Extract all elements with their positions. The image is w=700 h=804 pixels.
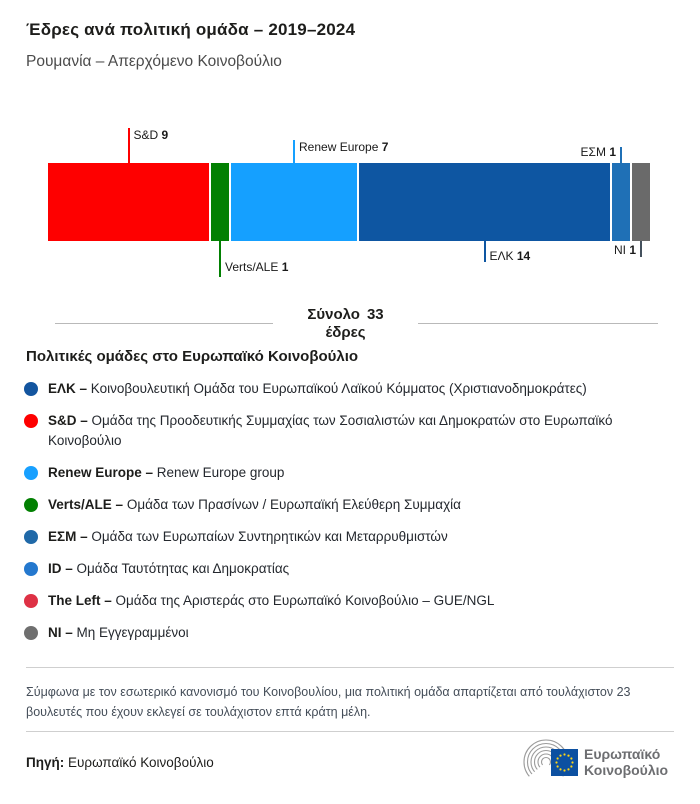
callout-line-epp	[483, 241, 486, 262]
callout-label-ecr: ΕΣΜ 1	[581, 145, 616, 159]
bar-segment-ecr[interactable]	[612, 163, 631, 241]
page-subtitle: Ρουμανία – Απερχόμενο Κοινοβούλιο	[26, 53, 282, 70]
legend-text: Verts/ALE – Ομάδα των Πρασίνων / Ευρωπαϊ…	[48, 495, 461, 515]
callout-label-verts-ale: Verts/ALE 1	[225, 260, 288, 274]
legend-dot-ecr	[24, 530, 38, 544]
legend-item-left: The Left – Ομάδα της Αριστεράς στο Ευρωπ…	[24, 591, 674, 611]
segment-seats: 1	[629, 243, 636, 257]
legend-heading: Πολιτικές ομάδες στο Ευρωπαϊκό Κοινοβούλ…	[26, 348, 359, 365]
legend-item-epp: ΕΛΚ – Κοινοβουλευτική Ομάδα του Ευρωπαϊκ…	[24, 379, 674, 399]
divider	[26, 731, 674, 732]
segment-seats: 14	[516, 249, 531, 263]
source-line: Πηγή: Ευρωπαϊκό Κοινοβούλιο	[26, 755, 214, 770]
total-row: Σύνολο 33 έδρες	[55, 306, 658, 342]
legend-description: Ομάδα της Αριστεράς στο Ευρωπαϊκό Κοινοβ…	[115, 593, 495, 608]
legend-description: Renew Europe group	[156, 465, 285, 480]
eu-flag-icon	[551, 749, 578, 776]
total-unit: έδρες	[325, 324, 366, 341]
callout-line-renew	[293, 140, 295, 163]
logo-text-line2: Κοινοβούλιο	[584, 762, 668, 778]
footer: Πηγή: Ευρωπαϊκό Κοινοβούλιο	[26, 738, 674, 786]
callout-label-renew: Renew Europe 7	[299, 140, 388, 154]
legend-item-ecr: ΕΣΜ – Ομάδα των Ευρωπαίων Συντηρητικών κ…	[24, 527, 674, 547]
legend-dot-sd	[24, 414, 38, 428]
bar-segment-sd[interactable]	[48, 163, 210, 241]
segment-name: S&D	[133, 128, 159, 142]
page-title: Έδρες ανά πολιτική ομάδα – 2019–2024	[26, 20, 356, 39]
legend-label: The Left –	[48, 593, 112, 608]
legend-label: ΕΛΚ –	[48, 381, 88, 396]
legend-item-renew: Renew Europe – Renew Europe group	[24, 463, 674, 483]
segment-name: ΕΣΜ	[580, 145, 606, 159]
legend-description: Μη Εγγεγραμμένοι	[76, 625, 189, 640]
footnote: Σύμφωνα με τον εσωτερικό κανονισμό του Κ…	[26, 685, 631, 719]
legend-text: ΕΛΚ – Κοινοβουλευτική Ομάδα του Ευρωπαϊκ…	[48, 379, 587, 399]
callout-line-sd	[127, 128, 130, 163]
legend-label: Verts/ALE –	[48, 497, 124, 512]
legend-text: The Left – Ομάδα της Αριστεράς στο Ευρωπ…	[48, 591, 494, 611]
legend-item-ni: NI – Μη Εγγεγραμμένοι	[24, 623, 674, 643]
stacked-bar	[48, 163, 650, 241]
legend-description: Ομάδα Ταυτότητας και Δημοκρατίας	[76, 561, 290, 576]
legend-dot-id	[24, 562, 38, 576]
legend-dot-ni	[24, 626, 38, 640]
european-parliament-logo: Ευρωπαϊκό Κοινοβούλιο	[518, 738, 674, 786]
bar-segment-renew[interactable]	[231, 163, 357, 241]
divider	[26, 667, 674, 668]
segment-seats: 9	[161, 128, 169, 142]
callout-label-ni: NI 1	[614, 243, 636, 257]
legend-dot-left	[24, 594, 38, 608]
legend-text: NI – Μη Εγγεγραμμένοι	[48, 623, 189, 643]
source-label: Πηγή:	[26, 754, 65, 770]
callout-label-epp: ΕΛΚ 14	[490, 249, 531, 263]
legend-text: ID – Ομάδα Ταυτότητας και Δημοκρατίας	[48, 559, 289, 579]
legend-item-id: ID – Ομάδα Ταυτότητας και Δημοκρατίας	[24, 559, 674, 579]
legend-text: S&D – Ομάδα της Προοδευτικής Συμμαχίας τ…	[48, 411, 664, 451]
legend-label: ΕΣΜ –	[48, 529, 88, 544]
legend-dot-renew	[24, 466, 38, 480]
legend-description: Κοινοβουλευτική Ομάδα του Ευρωπαϊκού Λαϊ…	[90, 381, 587, 396]
callout-line-ni	[640, 241, 642, 257]
callout-line-verts-ale	[219, 241, 221, 277]
legend-label: Renew Europe –	[48, 465, 154, 480]
segment-seats: 1	[609, 145, 616, 159]
divider	[418, 323, 658, 324]
european-parliament-logo-icon: Ευρωπαϊκό Κοινοβούλιο	[518, 739, 668, 786]
total-value: 33	[366, 306, 384, 323]
legend-description: Ομάδα των Πρασίνων / Ευρωπαϊκή Ελεύθερη …	[126, 497, 461, 512]
legend-description: Ομάδα των Ευρωπαίων Συντηρητικών και Μετ…	[91, 529, 448, 544]
legend-list: ΕΛΚ – Κοινοβουλευτική Ομάδα του Ευρωπαϊκ…	[24, 379, 674, 643]
divider	[55, 323, 273, 324]
seats-bar-chart: S&D 9 Verts/ALE 1 Renew Europe 7 ΕΛΚ 14 ΕΣΜ …	[26, 128, 674, 278]
bar-segment-ni[interactable]	[632, 163, 650, 241]
legend-item-sd: S&D – Ομάδα της Προοδευτικής Συμμαχίας τ…	[24, 411, 674, 451]
total-label: Σύνολο	[307, 306, 360, 323]
legend-text: Renew Europe – Renew Europe group	[48, 463, 284, 483]
segment-name: NI	[613, 243, 626, 257]
legend-description: Ομάδα της Προοδευτικής Συμμαχίας των Σοσ…	[48, 413, 613, 448]
legend-dot-epp	[24, 382, 38, 396]
segment-name: ΕΛΚ	[489, 249, 514, 263]
segment-seats: 1	[281, 260, 289, 274]
logo-text-line1: Ευρωπαϊκό	[584, 746, 660, 762]
bar-segment-epp[interactable]	[358, 163, 611, 241]
callout-label-sd: S&D 9	[134, 128, 169, 142]
legend-text: ΕΣΜ – Ομάδα των Ευρωπαίων Συντηρητικών κ…	[48, 527, 448, 547]
legend-dot-verts-ale	[24, 498, 38, 512]
bar-segment-verts-ale[interactable]	[211, 163, 230, 241]
segment-name: Renew Europe	[299, 140, 379, 154]
legend-label: ID –	[48, 561, 73, 576]
callout-line-ecr	[620, 147, 622, 163]
legend-item-verts-ale: Verts/ALE – Ομάδα των Πρασίνων / Ευρωπαϊ…	[24, 495, 674, 515]
total-seats: Σύνολο 33 έδρες	[273, 306, 418, 342]
svg-text:Κοινοβούλιο: Κοινοβούλιο	[584, 762, 668, 778]
source-value: Ευρωπαϊκό Κοινοβούλιο	[68, 754, 214, 770]
legend-label: S&D –	[48, 413, 88, 428]
segment-seats: 7	[381, 140, 389, 154]
legend-label: NI –	[48, 625, 73, 640]
svg-text:Ευρωπαϊκό: Ευρωπαϊκό	[584, 746, 660, 762]
segment-name: Verts/ALE	[225, 260, 279, 274]
